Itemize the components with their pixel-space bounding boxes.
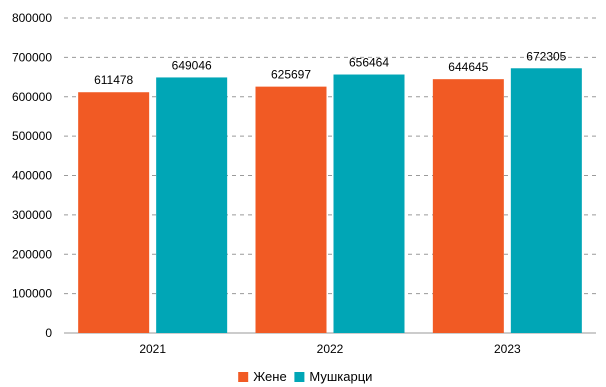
x-tick-label: 2022 [317, 342, 344, 356]
y-tick-label: 500000 [12, 129, 52, 143]
data-label: 644645 [448, 60, 488, 74]
legend-label: Мушкарци [309, 369, 372, 384]
bars [78, 68, 582, 334]
bar [255, 86, 327, 333]
data-label: 672305 [526, 49, 566, 63]
data-labels: 611478 649046 625697 656464 644645 672305 [94, 49, 567, 87]
data-label: 649046 [172, 58, 212, 72]
y-tick-label: 300000 [12, 208, 52, 222]
legend-label: Жене [253, 369, 286, 384]
y-tick-label: 700000 [12, 50, 52, 64]
legend-swatch [294, 372, 305, 382]
y-tick-label: 600000 [12, 90, 52, 104]
axes: 0 100000 200000 300000 400000 500000 600000 700… [12, 11, 596, 356]
data-label: 611478 [94, 73, 133, 87]
data-label: 625697 [271, 68, 311, 82]
y-tick-label: 100000 [12, 287, 52, 301]
y-tick-label: 800000 [12, 11, 52, 25]
x-tick-label: 2021 [139, 342, 166, 356]
legend: Жене Мушкарци [238, 369, 372, 384]
y-tick-label: 200000 [12, 247, 52, 261]
data-label: 656464 [349, 56, 389, 70]
bar [333, 74, 405, 333]
gridlines [64, 17, 596, 295]
legend-swatch [238, 372, 249, 382]
bar [156, 77, 228, 333]
y-tick-label: 0 [45, 326, 52, 340]
bar [510, 68, 582, 333]
bar [432, 79, 504, 334]
bar [78, 92, 150, 334]
x-tick-label: 2023 [494, 342, 521, 356]
y-tick-label: 400000 [12, 169, 52, 183]
